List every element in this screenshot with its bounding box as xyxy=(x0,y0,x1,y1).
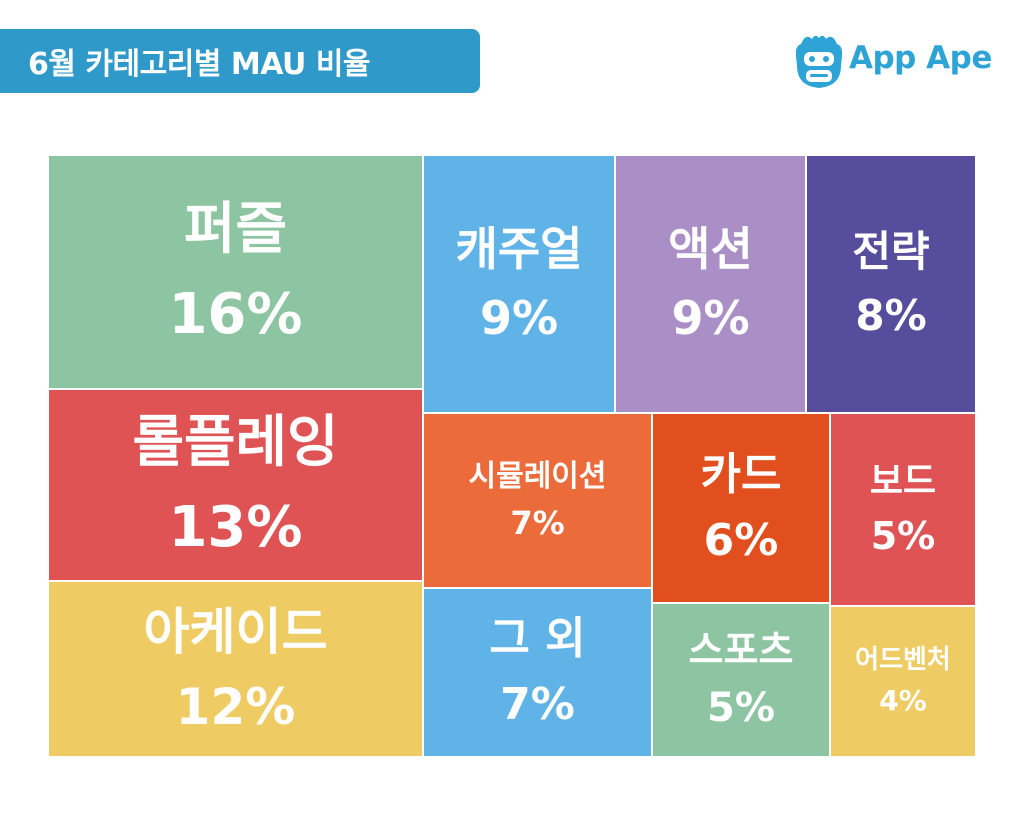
treemap-tile: 어드벤처 4% xyxy=(830,606,976,757)
treemap-tile: 캐주얼 9% xyxy=(423,155,615,413)
tile-label: 그 외 xyxy=(489,613,586,665)
tile-value: 7% xyxy=(510,503,565,542)
treemap-tile: 시뮬레이션 7% xyxy=(423,413,652,588)
page-title: 6월 카테고리별 MAU 비율 xyxy=(28,47,371,82)
tile-label: 퍼즐 xyxy=(183,197,288,263)
tile-value: 9% xyxy=(479,291,559,345)
tile-label: 액션 xyxy=(668,221,753,276)
treemap-tile: 롤플레잉 13% xyxy=(48,389,423,581)
treemap-tile: 카드 6% xyxy=(652,413,830,603)
logo-text: App Ape xyxy=(849,40,992,76)
ape-face-icon xyxy=(795,35,843,88)
treemap-tile: 스포츠 5% xyxy=(652,603,830,757)
tile-label: 캐주얼 xyxy=(455,221,583,276)
treemap-tile: 퍼즐 16% xyxy=(48,155,423,389)
tile-label: 카드 xyxy=(700,448,782,500)
treemap-tile: 액션 9% xyxy=(615,155,806,413)
tile-value: 16% xyxy=(168,281,303,347)
treemap-tile: 보드 5% xyxy=(830,413,976,606)
tile-value: 6% xyxy=(703,514,779,566)
tile-label: 시뮬레이션 xyxy=(468,458,607,494)
tile-label: 아케이드 xyxy=(143,602,328,661)
title-banner: 6월 카테고리별 MAU 비율 xyxy=(0,29,480,93)
tile-label: 스포츠 xyxy=(688,627,794,672)
treemap-tile: 그 외 7% xyxy=(423,588,652,757)
tile-value: 9% xyxy=(671,291,750,345)
tile-label: 롤플레잉 xyxy=(132,410,339,476)
app-ape-logo: App Ape xyxy=(793,32,1003,92)
tile-value: 5% xyxy=(870,513,936,558)
treemap-tile: 아케이드 12% xyxy=(48,581,423,757)
tile-value: 12% xyxy=(175,677,296,736)
tile-value: 13% xyxy=(168,494,303,560)
treemap-tile: 전략 8% xyxy=(806,155,976,413)
tile-label: 보드 xyxy=(869,460,937,502)
tile-value: 7% xyxy=(500,679,575,730)
tile-value: 5% xyxy=(707,685,775,732)
tile-label: 전략 xyxy=(852,227,930,277)
tile-value: 4% xyxy=(879,684,927,718)
tile-value: 8% xyxy=(855,290,927,340)
tile-label: 어드벤처 xyxy=(855,645,951,676)
